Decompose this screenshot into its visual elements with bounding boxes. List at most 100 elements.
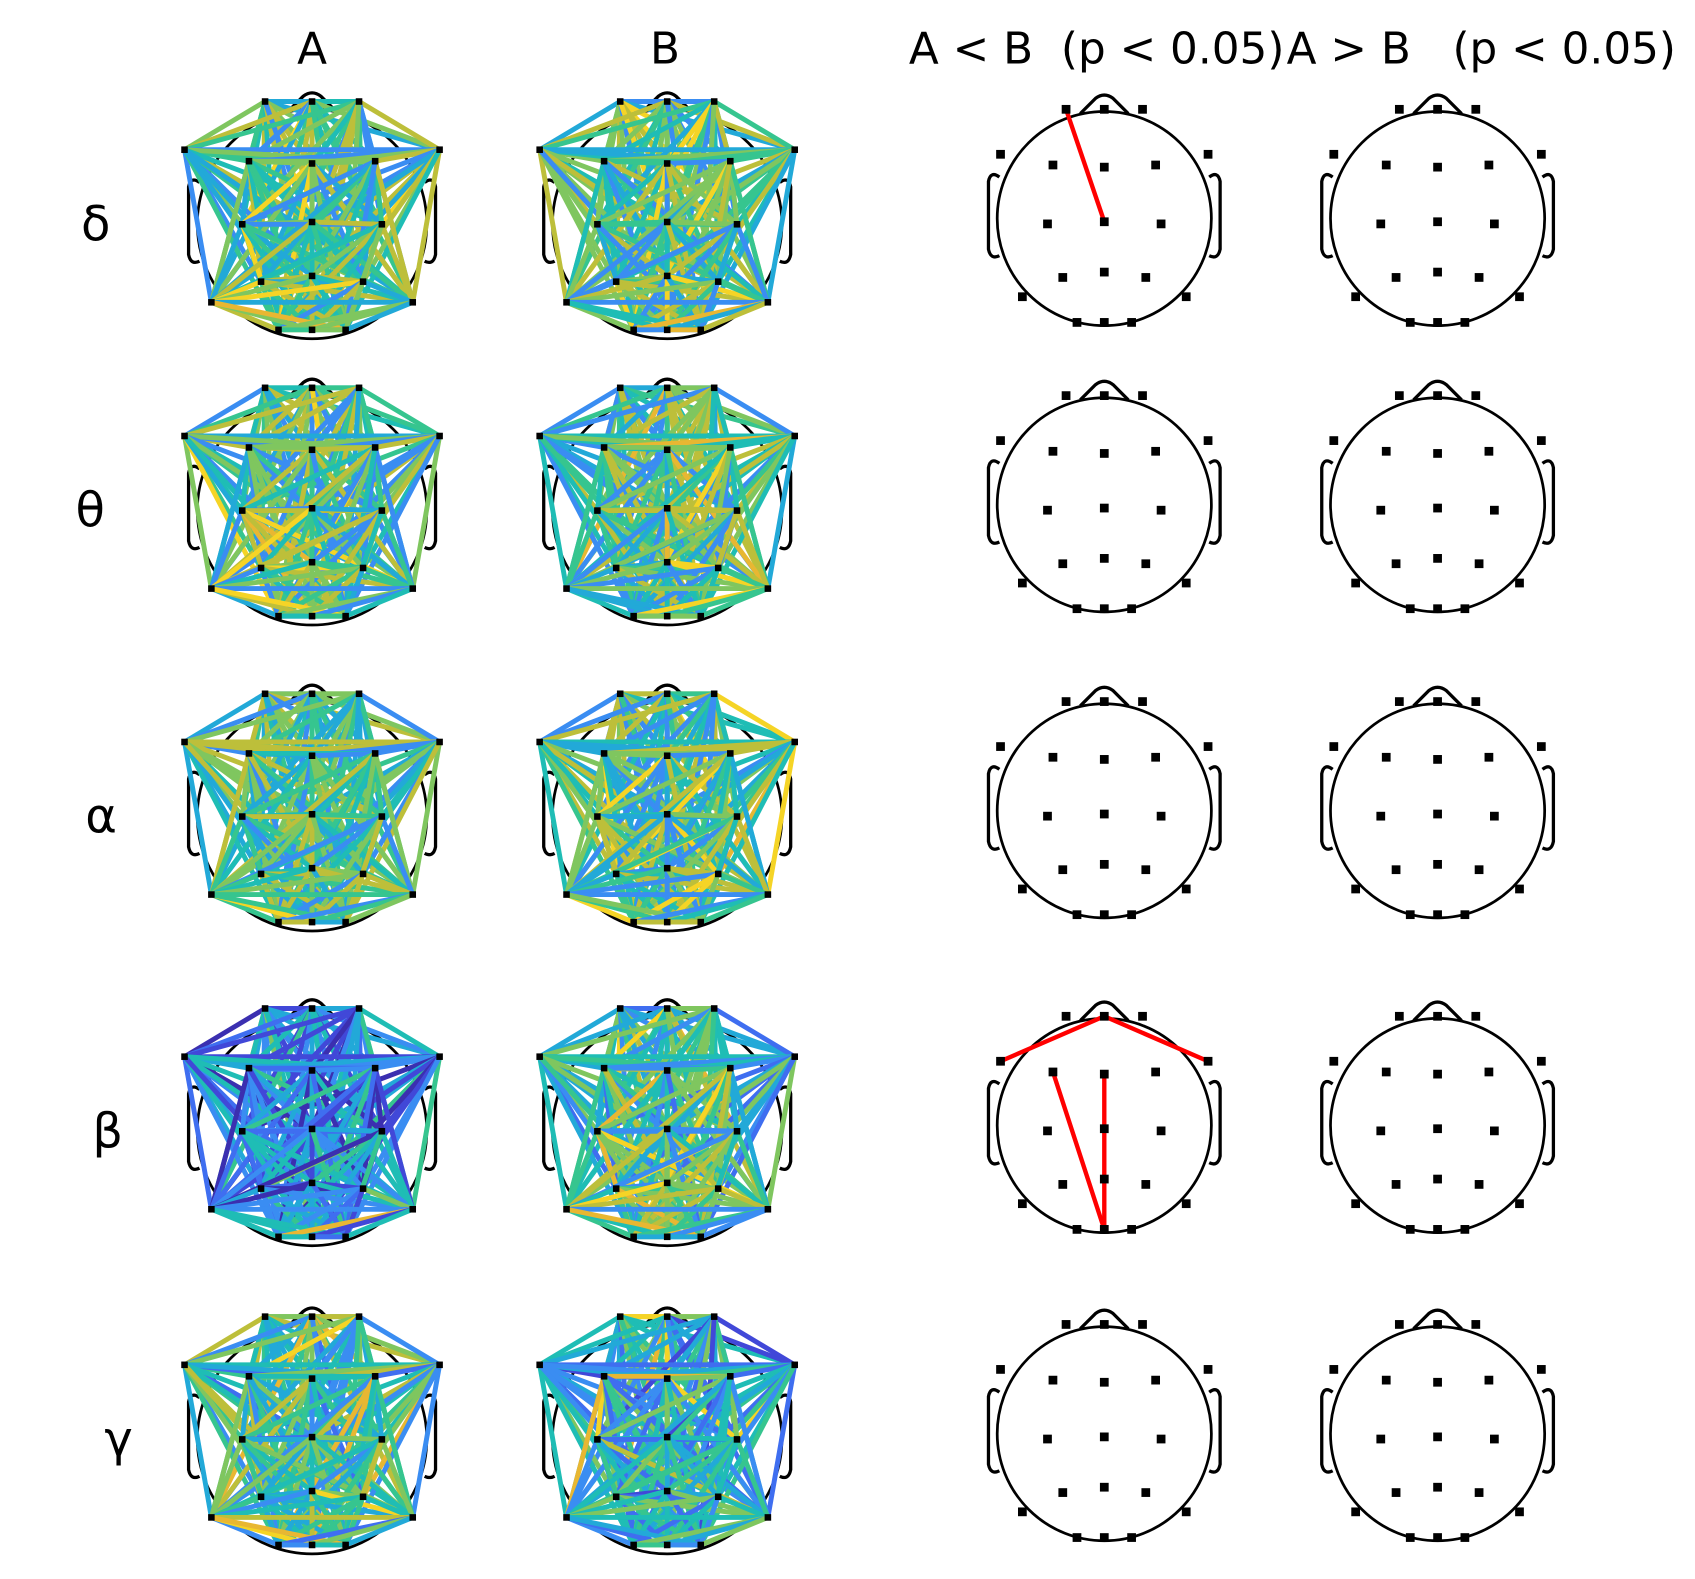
head-plot <box>1320 93 1556 328</box>
connection <box>727 1067 771 1210</box>
electrode <box>663 160 671 167</box>
electrode <box>1203 436 1213 445</box>
connection <box>614 1494 702 1548</box>
head-plot <box>1320 379 1556 614</box>
ear <box>1320 1388 1334 1474</box>
connection <box>665 220 770 305</box>
connection <box>247 751 383 819</box>
connection <box>277 565 365 619</box>
electrode <box>663 1541 671 1549</box>
electrode <box>1433 267 1442 277</box>
electrode <box>996 1365 1005 1374</box>
connection <box>209 509 245 590</box>
connection <box>362 565 414 591</box>
electrode <box>710 384 718 392</box>
electrode <box>181 432 188 440</box>
connection <box>665 815 740 924</box>
electrode <box>342 918 349 926</box>
ear <box>186 178 201 265</box>
nose <box>1079 1308 1130 1330</box>
electrode <box>1484 446 1494 456</box>
electrode <box>1061 391 1071 400</box>
ear <box>186 770 201 857</box>
electrode <box>308 1433 316 1441</box>
connection <box>667 1065 731 1073</box>
connection <box>539 691 715 745</box>
electrode <box>1099 1011 1109 1021</box>
electrode <box>1471 697 1481 706</box>
connection <box>344 586 414 619</box>
row-label: γ <box>104 1411 132 1467</box>
electrode <box>1460 318 1470 327</box>
connection <box>240 509 315 618</box>
connection <box>665 812 721 876</box>
electrode <box>1381 446 1391 456</box>
electrode <box>1058 1488 1068 1497</box>
connection <box>614 1435 670 1499</box>
electrode <box>663 918 671 926</box>
electrode <box>238 1436 246 1443</box>
electrode <box>697 1233 705 1241</box>
connection <box>566 279 719 305</box>
connection <box>362 871 414 897</box>
electrode <box>1151 1375 1161 1385</box>
electrode <box>1127 1533 1136 1542</box>
connection <box>717 1186 769 1212</box>
electrode <box>1471 391 1481 400</box>
head-plot <box>181 1306 443 1556</box>
electrode <box>1536 436 1546 445</box>
connection <box>182 741 214 895</box>
connection <box>537 1364 569 1518</box>
connection <box>603 1065 739 1134</box>
electrode <box>1099 697 1109 706</box>
connection <box>362 1186 414 1212</box>
electrode <box>1203 149 1213 159</box>
electrode <box>1515 1507 1524 1517</box>
connection <box>240 1129 315 1239</box>
electrode <box>1474 865 1484 875</box>
connection <box>603 1374 739 1442</box>
head-plot <box>986 93 1222 328</box>
connection <box>667 1434 738 1442</box>
connection <box>209 752 252 896</box>
connection <box>665 506 770 591</box>
electrode <box>536 432 543 440</box>
nose <box>1079 379 1130 402</box>
electrode <box>733 507 741 514</box>
electrode <box>733 1436 741 1443</box>
connection <box>717 279 769 305</box>
connection <box>665 1438 740 1547</box>
connection <box>310 506 415 591</box>
connection <box>596 158 732 227</box>
connection <box>379 509 416 590</box>
electrode <box>409 585 417 592</box>
electrode <box>630 1541 637 1549</box>
connection <box>311 505 382 514</box>
connection <box>538 385 622 439</box>
electrode <box>1061 104 1071 114</box>
connection <box>603 158 739 227</box>
electrode <box>1515 578 1524 588</box>
ear <box>986 1079 1001 1166</box>
connection <box>537 740 636 924</box>
electrode <box>1151 752 1161 762</box>
connection <box>698 1363 797 1547</box>
electrode <box>1061 697 1071 706</box>
ear <box>986 1388 1001 1474</box>
electrode <box>697 612 705 620</box>
electrode <box>1351 884 1361 894</box>
connection <box>410 1364 443 1518</box>
ear <box>423 770 438 857</box>
connection <box>211 1186 364 1212</box>
electrode <box>563 1205 570 1213</box>
connection <box>665 1127 721 1191</box>
row-label: β <box>92 1103 123 1159</box>
connection <box>727 752 771 896</box>
connection <box>182 434 281 618</box>
ear <box>542 1085 556 1171</box>
electrode <box>1181 1507 1191 1517</box>
electrode <box>1203 1365 1213 1374</box>
head-plot <box>181 683 443 933</box>
electrode <box>355 1313 363 1320</box>
